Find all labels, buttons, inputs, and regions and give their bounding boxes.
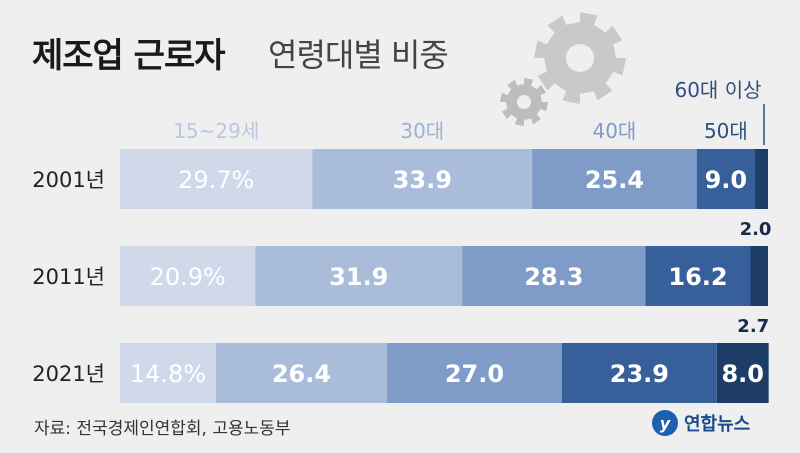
bar-segment [120, 149, 313, 209]
bar-segment [312, 149, 533, 209]
legend-item: 40대 [592, 119, 636, 143]
bar-segment [215, 343, 387, 403]
data-label: 16.2 [668, 263, 727, 291]
chart-subtitle: 연령대별 비중 [268, 36, 449, 74]
data-label: 8.0 [721, 360, 764, 388]
legend-item: 15~29세 [173, 119, 259, 143]
bar-segment [716, 343, 769, 403]
bar-segment [532, 149, 697, 209]
yonhap-logo: y 연합뉴스 [652, 410, 750, 436]
bar-segment [120, 343, 216, 403]
source-note: 자료: 전국경제인연합회, 고용노동부 [34, 419, 291, 439]
bar-segment [561, 343, 717, 403]
legend-item: 50대 [704, 119, 748, 143]
bar-segment [120, 246, 256, 306]
bar-segment [462, 246, 646, 306]
data-label: 2.0 [740, 219, 772, 240]
data-label: 26.4 [272, 360, 331, 388]
legend-item: 60대 이상 [674, 78, 761, 102]
chart-legend: 15~29세 30대 40대 50대 60대 이상 [173, 78, 765, 145]
logo-mark-icon: y [652, 410, 678, 436]
gear-hole [517, 95, 531, 109]
data-label: 2.7 [737, 316, 769, 337]
bar-segment [386, 343, 562, 403]
data-label: 28.3 [524, 263, 583, 291]
data-label: 29.7% [178, 166, 254, 194]
data-label: 14.8% [130, 360, 206, 388]
bar-segment [255, 246, 463, 306]
logo-text: 연합뉴스 [684, 414, 751, 435]
data-label: 27.0 [445, 360, 504, 388]
data-label: 20.9% [150, 263, 226, 291]
legend-item: 30대 [400, 119, 444, 143]
data-label: 33.9 [393, 166, 452, 194]
data-label: 25.4 [585, 166, 644, 194]
bar-segment [755, 149, 768, 209]
bar-segment [696, 149, 756, 209]
bar-segment [750, 246, 768, 306]
chart-title: 제조업 근로자 [32, 36, 226, 76]
category-label: 2001년 [32, 168, 105, 192]
category-label: 2011년 [32, 265, 105, 289]
category-label: 2021년 [32, 362, 105, 386]
gears-icon [500, 12, 626, 126]
data-label: 23.9 [610, 360, 669, 388]
data-label: 31.9 [329, 263, 388, 291]
data-label: 9.0 [705, 166, 748, 194]
chart-bars: 2001년 29.7% 33.9 25.4 9.0 2.0 2011년 20.9% 31.9 28… [32, 149, 771, 403]
bar-segment [645, 246, 751, 306]
gear-hole [566, 44, 594, 72]
